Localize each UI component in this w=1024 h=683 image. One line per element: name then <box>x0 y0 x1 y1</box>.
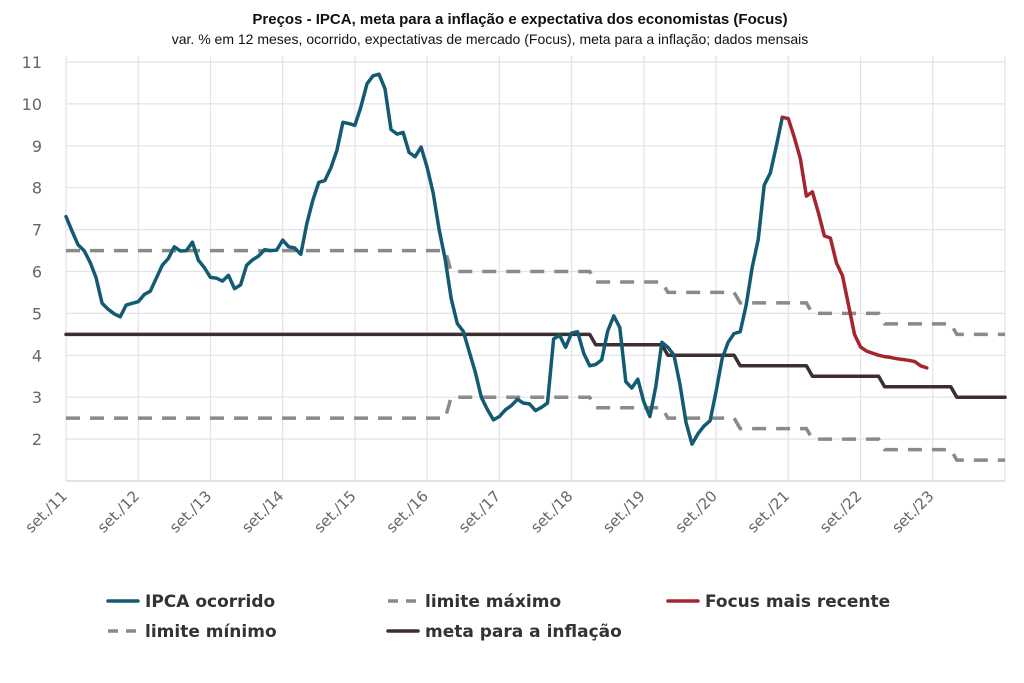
series-line-meta <box>64 332 1007 399</box>
x-tick-label: set./18 <box>527 487 576 536</box>
x-tick-label: set./17 <box>455 487 504 536</box>
y-tick-label: 11 <box>22 53 42 72</box>
y-tick-label: 2 <box>32 430 42 449</box>
series-line-max <box>66 248 1005 337</box>
legend: IPCA ocorrido limite máximo Focus mais rec… <box>106 592 890 642</box>
y-tick-label: 5 <box>32 304 42 323</box>
y-tick-label: 9 <box>32 137 42 156</box>
y-tick-label: 10 <box>22 95 42 114</box>
legend-label-meta: meta para a inflação <box>425 622 622 642</box>
x-tick-label: set./11 <box>21 487 70 536</box>
x-tick-label: set./15 <box>310 487 359 536</box>
legend-label-focus: Focus mais recente <box>705 592 890 612</box>
series-line-focus <box>780 115 929 370</box>
x-axis: set./11 set./12 set./13 set./14 set./15 set./… <box>21 487 937 536</box>
y-tick-label: 8 <box>32 179 42 198</box>
grid <box>65 56 1006 482</box>
series-line-ipca <box>64 72 785 446</box>
x-tick-label: set./12 <box>94 487 143 536</box>
legend-label-ipca: IPCA ocorrido <box>145 592 275 612</box>
y-tick-label: 6 <box>32 263 42 282</box>
legend-label-max: limite máximo <box>425 592 561 612</box>
chart-title: Preços - IPCA, meta para a inflação e ex… <box>252 11 787 28</box>
y-axis: 2 3 4 5 6 7 8 9 10 11 <box>22 53 42 449</box>
series-line-min <box>66 395 1005 462</box>
x-tick-label: set./22 <box>816 487 865 536</box>
chart-subtitle: var. % em 12 meses, ocorrido, expectativ… <box>172 31 809 47</box>
y-tick-label: 3 <box>32 388 42 407</box>
x-tick-label: set./14 <box>238 487 287 536</box>
x-tick-label: set./19 <box>599 487 648 536</box>
x-tick-label: set./20 <box>672 487 721 536</box>
x-tick-label: set./16 <box>383 487 432 536</box>
y-tick-label: 4 <box>32 346 42 365</box>
x-tick-label: set./21 <box>744 487 793 536</box>
legend-label-min: limite mínimo <box>145 622 277 642</box>
series-lines <box>64 72 1007 462</box>
x-tick-label: set./13 <box>166 487 215 536</box>
x-tick-label: set./23 <box>888 487 937 536</box>
y-tick-label: 7 <box>32 221 42 240</box>
